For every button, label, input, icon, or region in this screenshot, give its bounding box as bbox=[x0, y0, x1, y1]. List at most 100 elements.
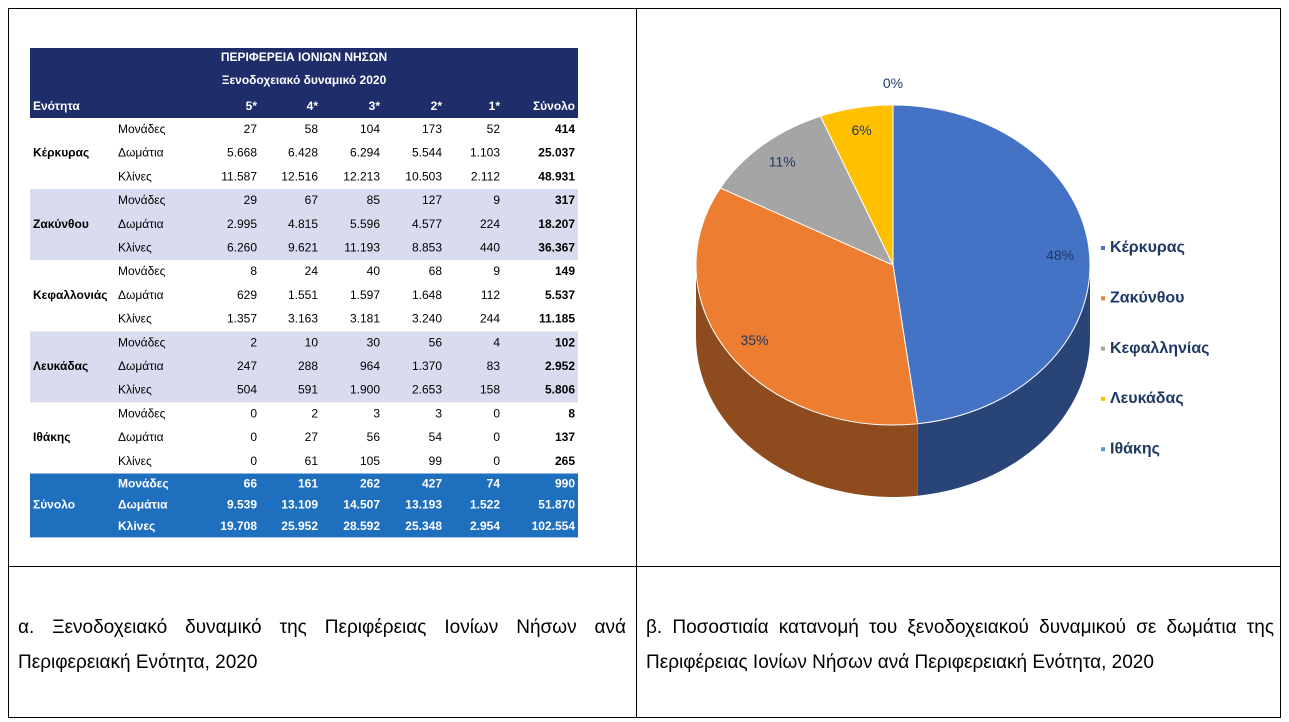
total-cell: 25.952 bbox=[281, 519, 318, 533]
caption-right: β. Ποσοστιαία κατανομή του ξενοδοχειακού… bbox=[646, 617, 1274, 673]
total-row-label: Δωμάτια bbox=[118, 498, 168, 512]
legend-label: Κεφαλληνίας bbox=[1110, 340, 1210, 357]
row-label: Δωμάτια bbox=[118, 288, 164, 302]
cell: 440 bbox=[480, 241, 500, 255]
total-cell: 9.539 bbox=[227, 498, 257, 512]
slice-side bbox=[917, 265, 1090, 496]
outer-border bbox=[8, 8, 1281, 718]
cell: 5.537 bbox=[545, 288, 575, 302]
total-cell: 2.954 bbox=[470, 519, 500, 533]
cell: 8 bbox=[250, 264, 257, 278]
cell: 10.503 bbox=[405, 169, 442, 183]
column-header: 1* bbox=[489, 99, 501, 113]
pie-chart: 48% 35% 11% 6% 0% Κέρκυρας Ζακύνθου Κεφαλληνίας… bbox=[695, 75, 1210, 497]
total-cell: 25.348 bbox=[405, 519, 442, 533]
group-label: Ζακύνθου bbox=[33, 217, 89, 231]
row-label: Μονάδες bbox=[118, 406, 166, 420]
cell: 18.207 bbox=[538, 217, 575, 231]
column-header: 2* bbox=[431, 99, 443, 113]
cell: 1.370 bbox=[412, 359, 442, 373]
cell: 58 bbox=[305, 122, 319, 136]
cell: 4.577 bbox=[412, 217, 442, 231]
cell: 224 bbox=[480, 217, 500, 231]
row-label: Κλίνες bbox=[118, 383, 152, 397]
cell: 1.900 bbox=[350, 383, 380, 397]
cell: 3 bbox=[373, 406, 380, 420]
cell: 8 bbox=[568, 406, 575, 420]
data-label: 11% bbox=[769, 154, 796, 170]
total-row-label: Κλίνες bbox=[118, 519, 155, 533]
cell: 67 bbox=[305, 193, 319, 207]
total-cell: 161 bbox=[298, 476, 318, 490]
cell: 1.551 bbox=[288, 288, 318, 302]
cell: 5.544 bbox=[412, 146, 442, 160]
cell: 1.357 bbox=[227, 312, 257, 326]
cell: 158 bbox=[480, 383, 500, 397]
row-label: Δωμάτια bbox=[118, 430, 164, 444]
legend-swatch bbox=[1101, 346, 1105, 351]
cell: 0 bbox=[493, 454, 500, 468]
cell: 0 bbox=[250, 454, 257, 468]
legend-swatch bbox=[1101, 396, 1105, 401]
caption-left: α. Ξενοδοχειακό δυναμικό της Περιφέρειας… bbox=[18, 617, 626, 673]
cell: 9.621 bbox=[288, 241, 318, 255]
cell: 247 bbox=[237, 359, 257, 373]
cell: 12.213 bbox=[343, 169, 380, 183]
legend-swatch bbox=[1101, 296, 1105, 301]
cell: 25.037 bbox=[538, 146, 575, 160]
cell: 629 bbox=[237, 288, 257, 302]
cell: 54 bbox=[429, 430, 443, 444]
legend-label: Ζακύνθου bbox=[1110, 290, 1184, 307]
row-label: Κλίνες bbox=[118, 241, 152, 255]
row-label: Κλίνες bbox=[118, 312, 152, 326]
table-subtitle: Ξενοδοχειακό δυναμικό 2020 bbox=[222, 73, 387, 87]
total-cell: 427 bbox=[422, 476, 442, 490]
cell: 10 bbox=[305, 335, 319, 349]
group-label: Ιθάκης bbox=[33, 430, 70, 444]
cell: 6.428 bbox=[288, 146, 318, 160]
cell: 2.653 bbox=[412, 383, 442, 397]
row-label: Κλίνες bbox=[118, 169, 152, 183]
cell: 8.853 bbox=[412, 241, 442, 255]
cell: 137 bbox=[555, 430, 575, 444]
row-label: Δωμάτια bbox=[118, 146, 164, 160]
cell: 2.112 bbox=[471, 169, 500, 183]
cell: 6.294 bbox=[350, 146, 380, 160]
cell: 102 bbox=[555, 335, 575, 349]
total-cell: 990 bbox=[555, 476, 575, 490]
row-label: Μονάδες bbox=[118, 335, 166, 349]
row-label: Μονάδες bbox=[118, 264, 166, 278]
slice bbox=[719, 115, 895, 267]
cell: 3 bbox=[435, 406, 442, 420]
cell: 36.367 bbox=[538, 241, 575, 255]
cell: 6.260 bbox=[227, 241, 257, 255]
cell: 9 bbox=[493, 264, 500, 278]
cell: 0 bbox=[493, 430, 500, 444]
cell: 29 bbox=[244, 193, 258, 207]
group-label: Κέρκυρας bbox=[33, 146, 89, 160]
total-cell: 14.507 bbox=[343, 498, 380, 512]
total-band bbox=[30, 473, 578, 538]
cell: 5.596 bbox=[350, 217, 380, 231]
row-band bbox=[30, 331, 578, 403]
row-label: Δωμάτια bbox=[118, 359, 164, 373]
group-label: Κεφαλλονιάς bbox=[33, 288, 107, 302]
cell: 1.597 bbox=[350, 288, 380, 302]
cell: 11.193 bbox=[344, 241, 380, 255]
cell: 52 bbox=[487, 122, 501, 136]
cell: 85 bbox=[367, 193, 381, 207]
cell: 27 bbox=[244, 122, 258, 136]
cell: 1.103 bbox=[470, 146, 500, 160]
hotel-table: ΠΕΡΙΦΕΡΕΙΑ ΙΟΝΙΩΝ ΝΗΣΩΝ Ξενοδοχειακό δυνα… bbox=[30, 48, 578, 538]
data-label: 0% bbox=[883, 75, 903, 91]
row-band bbox=[30, 189, 578, 261]
cell: 414 bbox=[555, 122, 575, 136]
cell: 288 bbox=[298, 359, 318, 373]
cell: 4 bbox=[493, 335, 500, 349]
total-cell: 51.870 bbox=[538, 498, 575, 512]
total-cell: 13.109 bbox=[281, 498, 318, 512]
slice bbox=[892, 104, 1091, 425]
cell: 317 bbox=[555, 193, 575, 207]
total-cell: 74 bbox=[487, 476, 501, 490]
cell: 27 bbox=[305, 430, 319, 444]
